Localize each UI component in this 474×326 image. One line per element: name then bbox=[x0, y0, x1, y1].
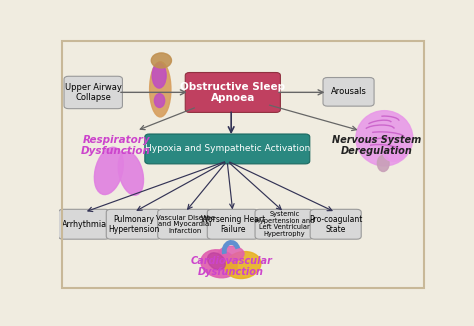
Text: Upper Airway
Collapse: Upper Airway Collapse bbox=[65, 83, 122, 102]
Text: Nervous System
Deregulation: Nervous System Deregulation bbox=[332, 135, 422, 156]
Text: Vascular Disease
and Myocardial
Infarction: Vascular Disease and Myocardial Infarcti… bbox=[155, 215, 215, 234]
Ellipse shape bbox=[155, 94, 164, 108]
Ellipse shape bbox=[152, 63, 166, 88]
Ellipse shape bbox=[151, 53, 172, 68]
Text: Arrhythmia: Arrhythmia bbox=[62, 220, 107, 229]
FancyBboxPatch shape bbox=[158, 209, 212, 239]
Text: Arousals: Arousals bbox=[330, 87, 366, 96]
FancyBboxPatch shape bbox=[310, 209, 361, 239]
FancyBboxPatch shape bbox=[106, 209, 161, 239]
FancyBboxPatch shape bbox=[323, 78, 374, 106]
FancyBboxPatch shape bbox=[207, 209, 258, 239]
FancyBboxPatch shape bbox=[185, 72, 281, 112]
Ellipse shape bbox=[94, 147, 123, 195]
Text: Pro-coagulant
State: Pro-coagulant State bbox=[309, 215, 362, 234]
Ellipse shape bbox=[201, 250, 237, 278]
Text: Obstructive Sleep
Apnoea: Obstructive Sleep Apnoea bbox=[180, 82, 285, 103]
FancyBboxPatch shape bbox=[64, 76, 122, 109]
Ellipse shape bbox=[118, 152, 144, 195]
FancyBboxPatch shape bbox=[145, 134, 310, 164]
Ellipse shape bbox=[219, 246, 244, 261]
Text: Pulmonary
Hypertension: Pulmonary Hypertension bbox=[108, 215, 159, 234]
Ellipse shape bbox=[383, 145, 405, 161]
FancyBboxPatch shape bbox=[255, 209, 313, 239]
Text: Cardiovascular
Dysfunction: Cardiovascular Dysfunction bbox=[190, 256, 272, 277]
Ellipse shape bbox=[356, 111, 413, 166]
Text: Worsening Heart
Failure: Worsening Heart Failure bbox=[201, 215, 265, 234]
Text: Hypoxia and Sympathetic Activation: Hypoxia and Sympathetic Activation bbox=[145, 144, 310, 154]
FancyBboxPatch shape bbox=[58, 209, 109, 239]
Text: Respiratory
Dysfunction: Respiratory Dysfunction bbox=[81, 135, 151, 156]
Ellipse shape bbox=[208, 253, 226, 270]
Text: Systemic
Hypertension and
Left Ventricular
Hypertrophy: Systemic Hypertension and Left Ventricul… bbox=[255, 212, 314, 237]
Ellipse shape bbox=[150, 62, 171, 117]
Ellipse shape bbox=[225, 252, 261, 278]
Ellipse shape bbox=[377, 155, 389, 171]
